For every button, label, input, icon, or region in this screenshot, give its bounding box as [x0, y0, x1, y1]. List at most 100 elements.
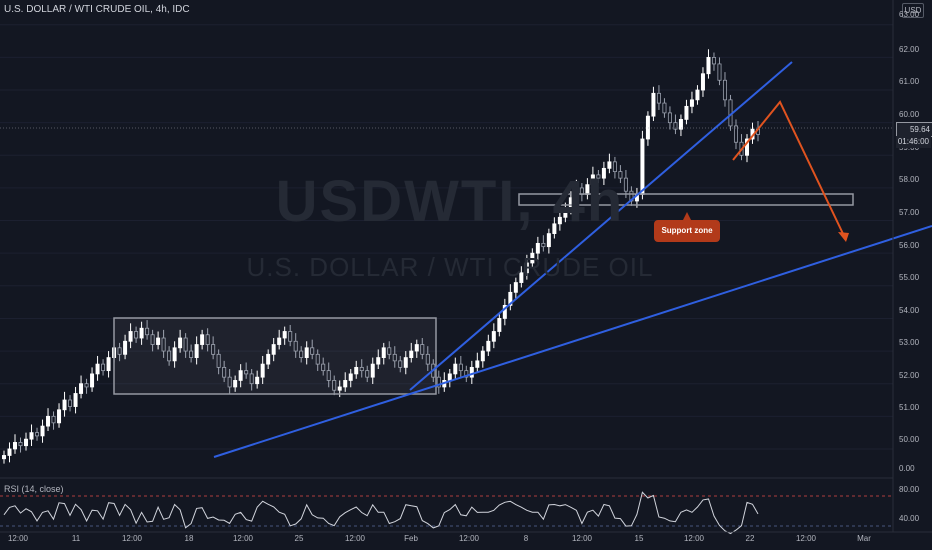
candle-body	[596, 174, 601, 179]
candle-body	[194, 344, 199, 358]
candle-body	[249, 373, 254, 385]
candle-body	[238, 370, 243, 381]
time-tick: Mar	[857, 534, 871, 543]
support-zone-label[interactable]: Support zone	[654, 220, 720, 242]
candle-body	[612, 161, 617, 173]
candle-body	[568, 197, 573, 208]
candle-body	[310, 347, 315, 355]
price-tick: 52.00	[899, 371, 920, 380]
candle-body	[535, 242, 540, 254]
lower-trendline[interactable]	[213, 225, 932, 458]
candle-body	[508, 291, 513, 306]
support-zone-box[interactable]	[518, 193, 854, 206]
candle-body	[398, 360, 403, 368]
candle-body	[2, 455, 7, 460]
candle-body	[18, 442, 23, 447]
candle-body	[233, 380, 238, 388]
candle-body	[337, 386, 342, 391]
candle-body	[645, 115, 650, 140]
candle-body	[381, 347, 386, 358]
candle-body	[95, 363, 100, 375]
time-tick: 25	[294, 534, 304, 543]
candle-body	[711, 57, 716, 65]
candle-body	[73, 393, 78, 407]
candle-body	[370, 363, 375, 378]
candle-body	[348, 373, 353, 381]
price-tick: 55.00	[899, 273, 920, 282]
candle-body	[574, 187, 579, 199]
candle-body	[684, 105, 689, 120]
last-price-tag: 59.64	[896, 122, 932, 137]
candle-body	[172, 347, 177, 362]
price-tick: 62.00	[899, 45, 920, 54]
candle-body	[453, 363, 458, 375]
candle-countdown: 01:46:00	[896, 136, 931, 148]
candle-body	[695, 89, 700, 101]
candle-body	[403, 357, 408, 368]
time-tick: 12:00	[683, 534, 705, 543]
time-tick: 12:00	[121, 534, 143, 543]
candle-body	[409, 350, 414, 358]
candle-body	[618, 171, 623, 179]
candle-body	[519, 272, 524, 283]
currency-badge[interactable]: USD	[902, 3, 924, 18]
time-tick: 18	[184, 534, 194, 543]
rsi-line	[3, 491, 759, 535]
rsi-tick: 40.00	[899, 514, 920, 523]
price-tick: 0.00	[899, 464, 915, 473]
upper-trendline[interactable]	[409, 61, 793, 391]
consolidation-box[interactable]	[113, 317, 437, 395]
candle-body	[150, 334, 155, 345]
candle-body	[667, 112, 672, 124]
candle-body	[623, 177, 628, 192]
price-tick: 63.00	[899, 10, 920, 19]
price-tick: 60.00	[899, 110, 920, 119]
candle-body	[365, 370, 370, 378]
candle-body	[601, 167, 606, 179]
grid-lines	[0, 24, 893, 450]
support-label-pointer	[683, 212, 691, 220]
symbol-title[interactable]: U.S. DOLLAR / WTI CRUDE OIL, 4h, IDC	[4, 4, 190, 15]
time-tick: 12:00	[232, 534, 254, 543]
candle-body	[343, 380, 348, 388]
time-tick: 12:00	[344, 534, 366, 543]
candle-body	[656, 92, 661, 104]
candle-body	[123, 340, 128, 355]
candle-body	[497, 318, 502, 332]
candle-body	[161, 337, 166, 352]
candle-body	[216, 353, 221, 368]
candle-body	[156, 337, 161, 345]
candle-body	[651, 92, 656, 117]
candle-body	[678, 119, 683, 130]
candle-body	[359, 366, 364, 372]
candle-body	[315, 353, 320, 365]
time-tick: 12:00	[795, 534, 817, 543]
candle-body	[475, 360, 480, 368]
candle-body	[211, 344, 216, 355]
candle-body	[79, 383, 84, 394]
projection-arrowhead	[838, 232, 849, 242]
projection-path[interactable]	[732, 100, 847, 241]
candle-body	[458, 363, 463, 372]
candle-body	[447, 373, 452, 381]
time-tick: 12:00	[7, 534, 29, 543]
candle-body	[35, 432, 40, 437]
watermark-ticker: USDWTI, 4h	[275, 169, 625, 234]
candle-body	[673, 122, 678, 130]
candle-body	[700, 73, 705, 91]
time-tick: 11	[71, 534, 81, 543]
candle-body	[183, 337, 188, 352]
candle-body	[524, 262, 529, 274]
candle-body	[128, 331, 133, 342]
candlestick-series	[2, 49, 761, 464]
candle-body	[205, 334, 210, 345]
watermark-name: U.S. DOLLAR / WTI CRUDE OIL	[246, 252, 654, 282]
candle-body	[29, 432, 34, 440]
candle-body	[590, 174, 595, 186]
candle-body	[706, 57, 711, 75]
candle-body	[552, 223, 557, 235]
candle-body	[57, 409, 62, 424]
rsi-indicator-label[interactable]: RSI (14, close)	[4, 484, 64, 494]
candle-body	[277, 337, 282, 345]
